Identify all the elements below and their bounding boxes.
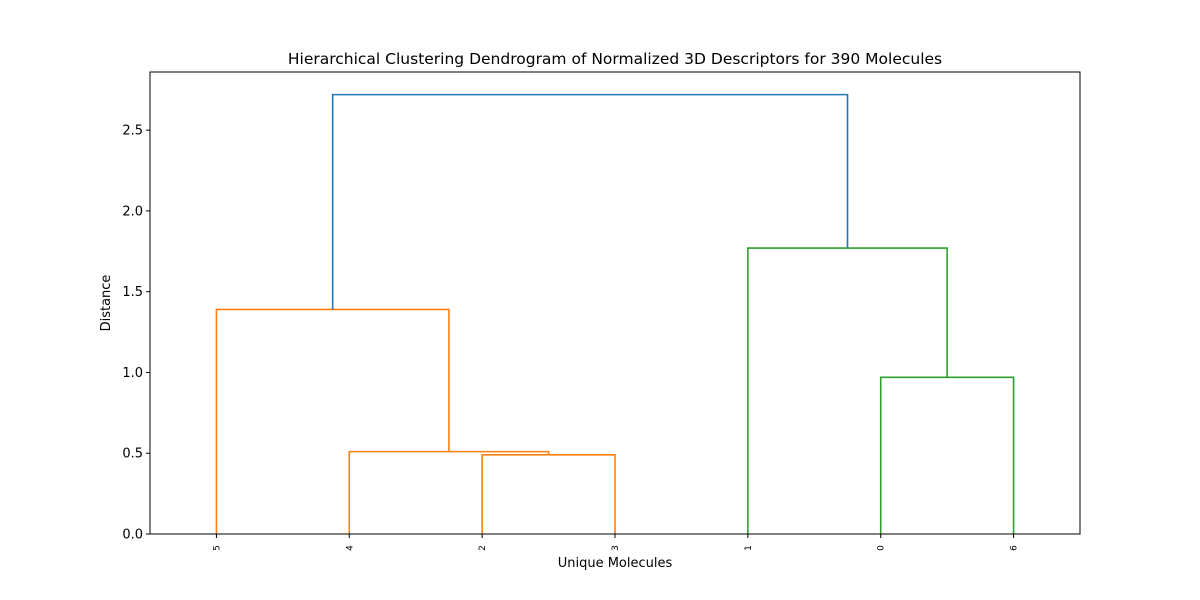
dendrogram-links [215, 93, 1015, 534]
dendrogram-link [747, 247, 948, 534]
y-tick-label: 1.0 [122, 366, 143, 381]
x-tick-label: 3 [611, 545, 621, 551]
x-axis-ticks: 5 4 2 3 1 0 6 [212, 534, 1020, 551]
x-tick-label: 5 [212, 545, 222, 551]
y-tick-label: 2.0 [122, 204, 143, 219]
y-tick-label: 1.5 [122, 285, 143, 300]
dendrogram-link [215, 308, 450, 534]
chart-title: Hierarchical Clustering Dendrogram of No… [288, 50, 942, 68]
x-tick-label: 4 [345, 545, 355, 551]
x-tick-label: 0 [877, 545, 887, 551]
y-tick-label: 0.0 [122, 528, 143, 543]
y-tick-label: 0.5 [122, 447, 143, 462]
dendrogram-link [331, 93, 849, 310]
y-axis-label: Distance [99, 275, 114, 332]
dendrogram-link [481, 454, 616, 534]
dendrogram-link [879, 376, 1015, 534]
x-tick-label: 2 [478, 545, 488, 551]
plot-frame [149, 71, 1081, 535]
x-tick-label: 1 [744, 545, 754, 551]
y-tick-label: 2.5 [122, 124, 143, 139]
dendrogram-link [348, 450, 550, 534]
x-axis-label: Unique Molecules [558, 556, 673, 571]
y-axis-ticks: 0.0 0.5 1.0 1.5 2.0 2.5 [122, 124, 150, 543]
x-tick-label: 6 [1010, 545, 1020, 551]
